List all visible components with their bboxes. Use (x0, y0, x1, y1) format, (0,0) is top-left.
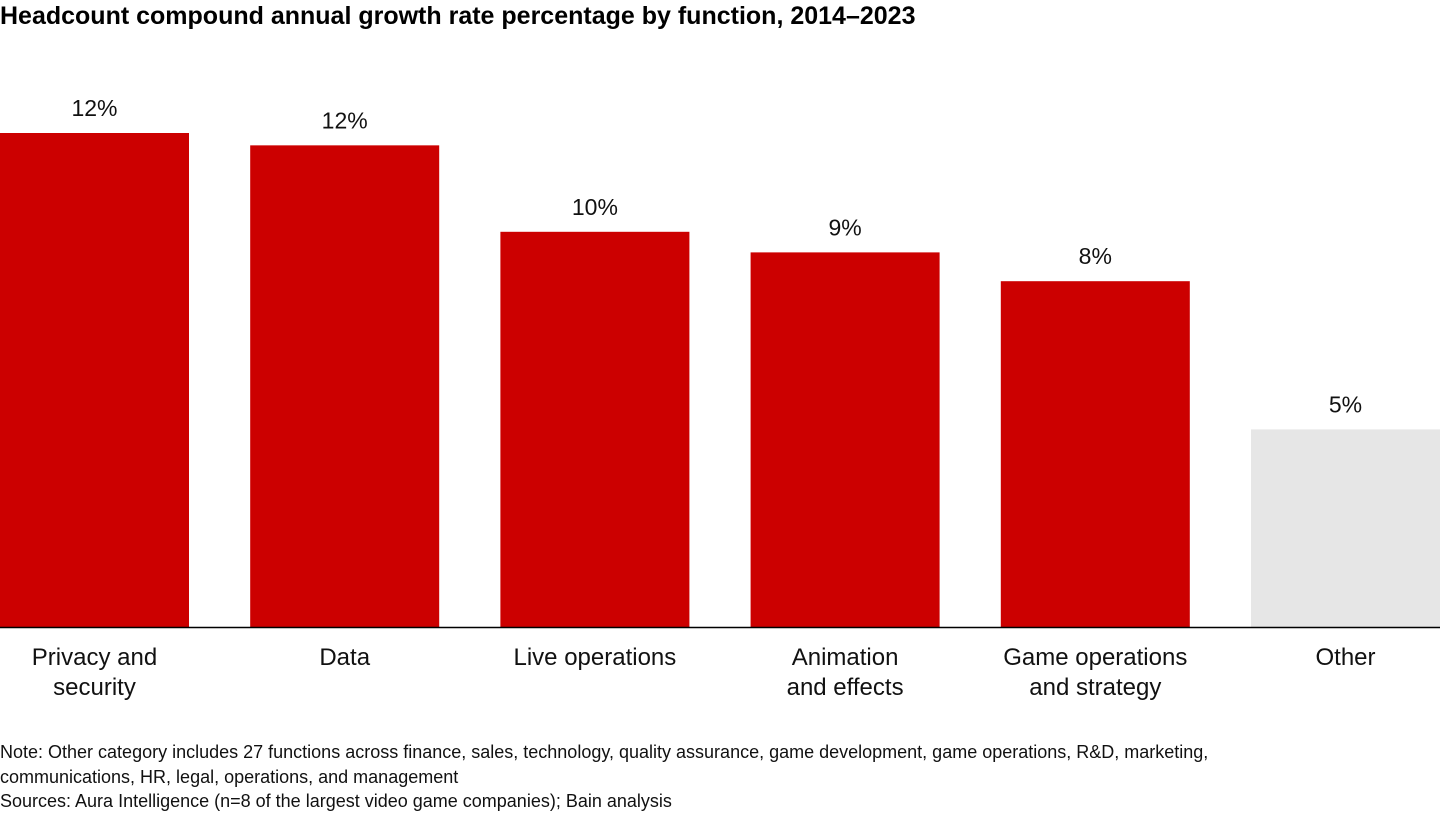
category-label: Animation (792, 644, 899, 671)
data-label: 12% (322, 107, 368, 133)
category-label: Data (319, 644, 370, 671)
data-label: 9% (828, 214, 861, 240)
bar (250, 145, 440, 627)
bar (500, 231, 690, 628)
category-label: Other (1315, 644, 1375, 671)
bar (0, 133, 189, 627)
category-label: Game operations (1003, 644, 1187, 671)
sources-text: Sources: Aura Intelligence (n=8 of the l… (0, 791, 672, 811)
chart-title: Headcount compound annual growth rate pe… (0, 2, 916, 30)
data-label: 10% (572, 194, 618, 220)
category-label: and strategy (1029, 674, 1161, 701)
bar-chart: 12% Privacy and security 12% Data 10% Live ope… (0, 95, 1440, 701)
bar (750, 252, 940, 627)
category-label: security (53, 674, 136, 701)
category-label: Privacy and (32, 644, 157, 671)
note-text-continued: communications, HR, legal, operations, a… (0, 766, 459, 787)
data-label: 12% (71, 95, 117, 121)
footnotes: Note: Other category includes 27 functio… (0, 740, 1208, 814)
data-label: 5% (1329, 391, 1362, 417)
category-label: and effects (787, 674, 904, 701)
bar (1251, 429, 1440, 627)
data-label: 8% (1079, 243, 1112, 269)
bar (1000, 281, 1190, 627)
note-text: Note: Other category includes 27 functio… (0, 742, 1209, 762)
category-label: Live operations (514, 644, 677, 671)
